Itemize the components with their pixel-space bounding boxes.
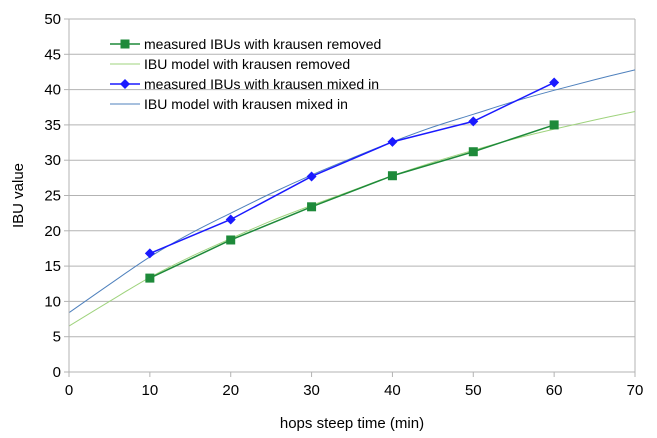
legend-item: measured IBUs with krausen mixed in bbox=[110, 76, 379, 92]
legend-marker bbox=[120, 79, 130, 89]
y-tick-label: 25 bbox=[44, 188, 61, 205]
y-tick-label: 35 bbox=[44, 117, 61, 134]
data-point bbox=[225, 214, 236, 225]
y-tick-label: 5 bbox=[53, 329, 61, 346]
data-point bbox=[549, 77, 560, 88]
x-tick-label: 70 bbox=[627, 382, 644, 399]
y-tick-label: 10 bbox=[44, 293, 61, 310]
series-layer bbox=[68, 69, 636, 327]
data-point bbox=[549, 120, 559, 130]
x-tick-label: 40 bbox=[384, 382, 401, 399]
series-line bbox=[68, 111, 636, 327]
y-tick-label: 0 bbox=[53, 364, 61, 381]
data-point bbox=[468, 116, 479, 127]
series-1 bbox=[145, 120, 559, 283]
y-tick-label: 15 bbox=[44, 258, 61, 275]
x-tick-label: 20 bbox=[222, 382, 239, 399]
x-axis-title: hops steep time (min) bbox=[280, 415, 424, 432]
y-tick-label: 30 bbox=[44, 152, 61, 169]
legend-item: IBU model with krausen mixed in bbox=[110, 96, 348, 112]
legend-item: measured IBUs with krausen removed bbox=[110, 36, 381, 52]
legend-label: measured IBUs with krausen mixed in bbox=[144, 76, 379, 92]
x-tick-label: 30 bbox=[303, 382, 320, 399]
data-point bbox=[144, 248, 155, 259]
y-tick-label: 40 bbox=[44, 82, 61, 99]
legend-label: measured IBUs with krausen removed bbox=[144, 36, 381, 52]
x-tick-label: 0 bbox=[65, 382, 73, 399]
data-point bbox=[387, 136, 398, 147]
data-point bbox=[307, 202, 317, 212]
legend-marker bbox=[120, 39, 130, 49]
grid-layer bbox=[69, 18, 636, 372]
y-axis-title: IBU value bbox=[10, 163, 27, 228]
legend-label: IBU model with krausen removed bbox=[144, 56, 350, 72]
series-2 bbox=[68, 111, 636, 327]
series-line bbox=[149, 124, 555, 279]
data-point bbox=[306, 171, 317, 182]
legend: measured IBUs with krausen removed IBU mo… bbox=[110, 36, 381, 112]
series-4 bbox=[68, 69, 636, 314]
y-tick-label: 20 bbox=[44, 223, 61, 240]
data-point bbox=[468, 147, 478, 157]
data-point bbox=[145, 273, 155, 283]
series-line bbox=[68, 69, 636, 314]
x-tick-label: 10 bbox=[142, 382, 159, 399]
data-point bbox=[387, 171, 397, 181]
y-tick-label: 45 bbox=[44, 46, 61, 63]
legend-label: IBU model with krausen mixed in bbox=[144, 96, 348, 112]
axis-layer: 0 5 10 15 20 25 30 35 40 45 50 0 10 20 30 40 50 60 70 bbox=[44, 11, 643, 399]
series-3 bbox=[144, 77, 560, 259]
legend-item: IBU model with krausen removed bbox=[110, 56, 350, 72]
x-tick-label: 60 bbox=[546, 382, 563, 399]
series-line bbox=[149, 81, 555, 255]
x-tick-label: 50 bbox=[465, 382, 482, 399]
data-point bbox=[226, 235, 236, 245]
y-tick-label: 50 bbox=[44, 11, 61, 28]
